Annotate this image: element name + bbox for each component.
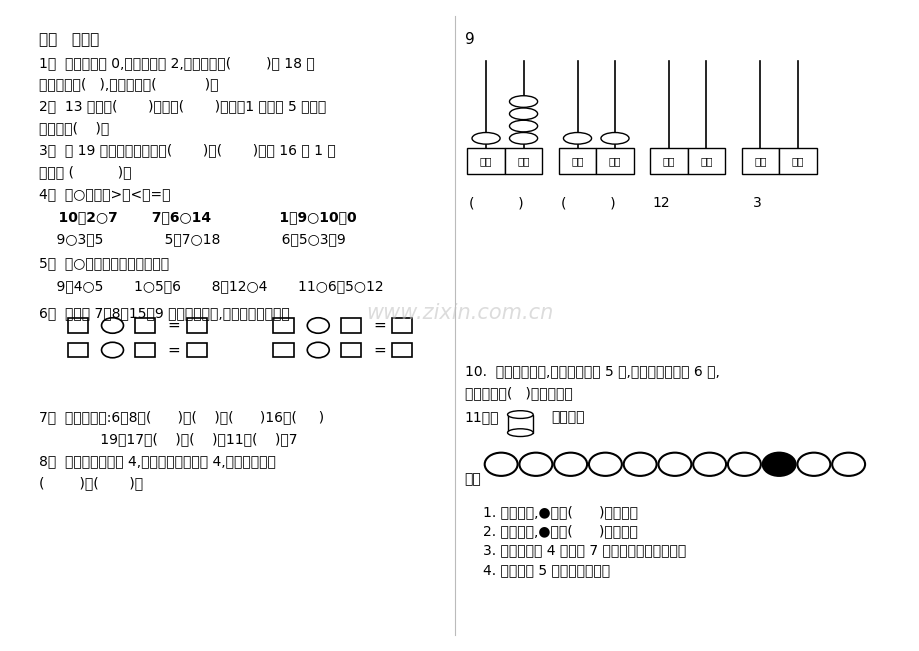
Bar <box>187 318 207 333</box>
Circle shape <box>307 342 329 358</box>
Text: 7、  按规律填空:6、8、(      )、(    )、(      )16、(     ): 7、 按规律填空:6、8、( )、( )、( )16、( ) <box>40 411 324 424</box>
Text: 2. 从右数起,●是第(      )个珠子。: 2. 从右数起,●是第( )个珠子。 <box>482 524 637 538</box>
Text: 4、  在○里填上>、<或=。: 4、 在○里填上>、<或=。 <box>40 187 171 201</box>
Text: 10－2○7       7＋6○14              1＋9○10－0: 10－2○7 7＋6○14 1＋9○10－0 <box>40 211 357 225</box>
Bar <box>273 318 293 333</box>
Ellipse shape <box>509 120 537 132</box>
Text: 十位: 十位 <box>754 156 766 166</box>
Bar <box>507 415 533 433</box>
Text: 二、: 二、 <box>464 473 481 487</box>
Bar <box>68 318 87 333</box>
Ellipse shape <box>509 133 537 144</box>
Bar <box>650 148 686 174</box>
Circle shape <box>797 452 830 476</box>
Text: 十位: 十位 <box>571 156 584 166</box>
Text: (        )与(       )。: ( )与( )。 <box>40 477 143 491</box>
Bar <box>273 343 293 357</box>
Text: 10.  小红有一本书,第一天睷到第 5 页,第二天接着睷了 6 页,: 10. 小红有一本书,第一天睷到第 5 页,第二天接着睷了 6 页, <box>464 364 719 378</box>
Text: 个位: 个位 <box>790 156 803 166</box>
Text: 十位: 十位 <box>480 156 492 166</box>
Circle shape <box>623 452 656 476</box>
Text: 9: 9 <box>464 32 474 47</box>
Text: 3: 3 <box>752 197 761 210</box>
Circle shape <box>553 452 586 476</box>
Text: www.zixin.com.cn: www.zixin.com.cn <box>366 303 553 323</box>
Circle shape <box>832 452 864 476</box>
Ellipse shape <box>600 133 629 144</box>
Bar <box>596 148 633 174</box>
Circle shape <box>484 452 517 476</box>
Text: 1. 从左数起,●是第(      )个珠子。: 1. 从左数起,●是第( )个珠子。 <box>482 505 637 519</box>
Bar <box>778 148 816 174</box>
Text: (          ): ( ) <box>469 197 523 210</box>
Bar <box>135 343 155 357</box>
Text: 9○3＋5              5＋7○18              6＋5○3＋9: 9○3＋5 5＋7○18 6＋5○3＋9 <box>40 232 346 247</box>
Text: 9＝4○5       1○5＝6       8＝12○4       11○6＝5○12: 9＝4○5 1○5＝6 8＝12○4 11○6＝5○12 <box>40 279 383 293</box>
Text: =: = <box>167 318 180 333</box>
Text: 起来就是(    )。: 起来就是( )。 <box>40 122 109 135</box>
Bar <box>187 343 207 357</box>
Bar <box>686 148 724 174</box>
Bar <box>505 148 541 174</box>
Text: 个位: 个位 <box>608 156 620 166</box>
Text: 3、  与 19 相邻得两个数就是(       )与(       )。比 16 少 1 得: 3、 与 19 相邻得两个数就是( )与( )。比 16 少 1 得 <box>40 143 335 158</box>
Bar <box>135 318 155 333</box>
Text: 数就是 (          )。: 数就是 ( )。 <box>40 165 131 180</box>
Text: 十位: 十位 <box>662 156 675 166</box>
Text: 圈出来。: 圈出来。 <box>550 411 584 424</box>
Text: 个位: 个位 <box>516 156 529 166</box>
Text: =: = <box>167 342 180 357</box>
Text: 一、   填空。: 一、 填空。 <box>40 32 99 47</box>
Circle shape <box>658 452 690 476</box>
Text: 1、  个位上就是 0,十位上就是 2,这个数就是(        )。 18 得: 1、 个位上就是 0,十位上就是 2,这个数就是( )。 18 得 <box>40 56 315 70</box>
Bar <box>391 318 412 333</box>
Circle shape <box>101 318 123 333</box>
Text: 8、  有两个数相加得 4,这两个数相减也得 4,这两个数就是: 8、 有两个数相加得 4,这两个数相减也得 4,这两个数就是 <box>40 454 276 469</box>
Ellipse shape <box>507 429 533 437</box>
Bar <box>467 148 505 174</box>
Text: =: = <box>373 342 385 357</box>
Text: 5、  在○填上「＋」或「－」。: 5、 在○填上「＋」或「－」。 <box>40 256 169 270</box>
Ellipse shape <box>471 133 500 144</box>
Bar <box>558 148 596 174</box>
Text: 3. 把从左数第 4 个、第 7 个涂上你喜欢的颜色。: 3. 把从左数第 4 个、第 7 个涂上你喜欢的颜色。 <box>482 544 686 558</box>
Circle shape <box>727 452 760 476</box>
Circle shape <box>519 452 551 476</box>
Circle shape <box>692 452 725 476</box>
Ellipse shape <box>562 133 591 144</box>
Text: 11、把: 11、把 <box>464 411 498 424</box>
Text: 4. 把右边的 5 个珠子圈起来。: 4. 把右边的 5 个珠子圈起来。 <box>482 563 609 577</box>
Bar <box>741 148 778 174</box>
Bar <box>391 343 412 357</box>
Bar <box>68 343 87 357</box>
Circle shape <box>588 452 621 476</box>
Text: =: = <box>373 318 385 333</box>
Circle shape <box>101 342 123 358</box>
Text: 19、17、(    )、(    )、11、(    )、7: 19、17、( )、( )、11、( )、7 <box>40 433 298 447</box>
Ellipse shape <box>509 108 537 120</box>
Text: 个位: 个位 <box>699 156 712 166</box>
Bar <box>341 318 361 333</box>
Text: 第三天从第(   )页开始睷。: 第三天从第( )页开始睷。 <box>464 386 572 400</box>
Text: 6、  请您从 7、8、15、9 中选出三个数,组成不同得算式。: 6、 请您从 7、8、15、9 中选出三个数,组成不同得算式。 <box>40 306 289 320</box>
Text: 2、  13 里面有(       )个十与(       )个一。1 个十与 5 个一合: 2、 13 里面有( )个十与( )个一。1 个十与 5 个一合 <box>40 100 326 113</box>
Ellipse shape <box>509 96 537 107</box>
Circle shape <box>307 318 329 333</box>
Text: 12: 12 <box>652 197 669 210</box>
Ellipse shape <box>507 411 533 419</box>
Circle shape <box>762 452 795 476</box>
Text: (          ): ( ) <box>560 197 615 210</box>
Text: 个位上就是(   ),十位上就是(           )。: 个位上就是( ),十位上就是( )。 <box>40 77 219 92</box>
Bar <box>341 343 361 357</box>
